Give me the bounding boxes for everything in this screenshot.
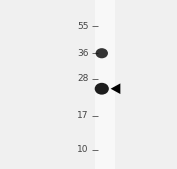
Text: 28: 28 [77, 74, 88, 83]
Polygon shape [111, 83, 120, 94]
Text: 36: 36 [77, 49, 88, 58]
Text: 10: 10 [77, 145, 88, 154]
Bar [95, 0, 115, 169]
Ellipse shape [95, 83, 109, 95]
Text: 55: 55 [77, 22, 88, 31]
Text: 17: 17 [77, 111, 88, 120]
Ellipse shape [96, 48, 108, 58]
